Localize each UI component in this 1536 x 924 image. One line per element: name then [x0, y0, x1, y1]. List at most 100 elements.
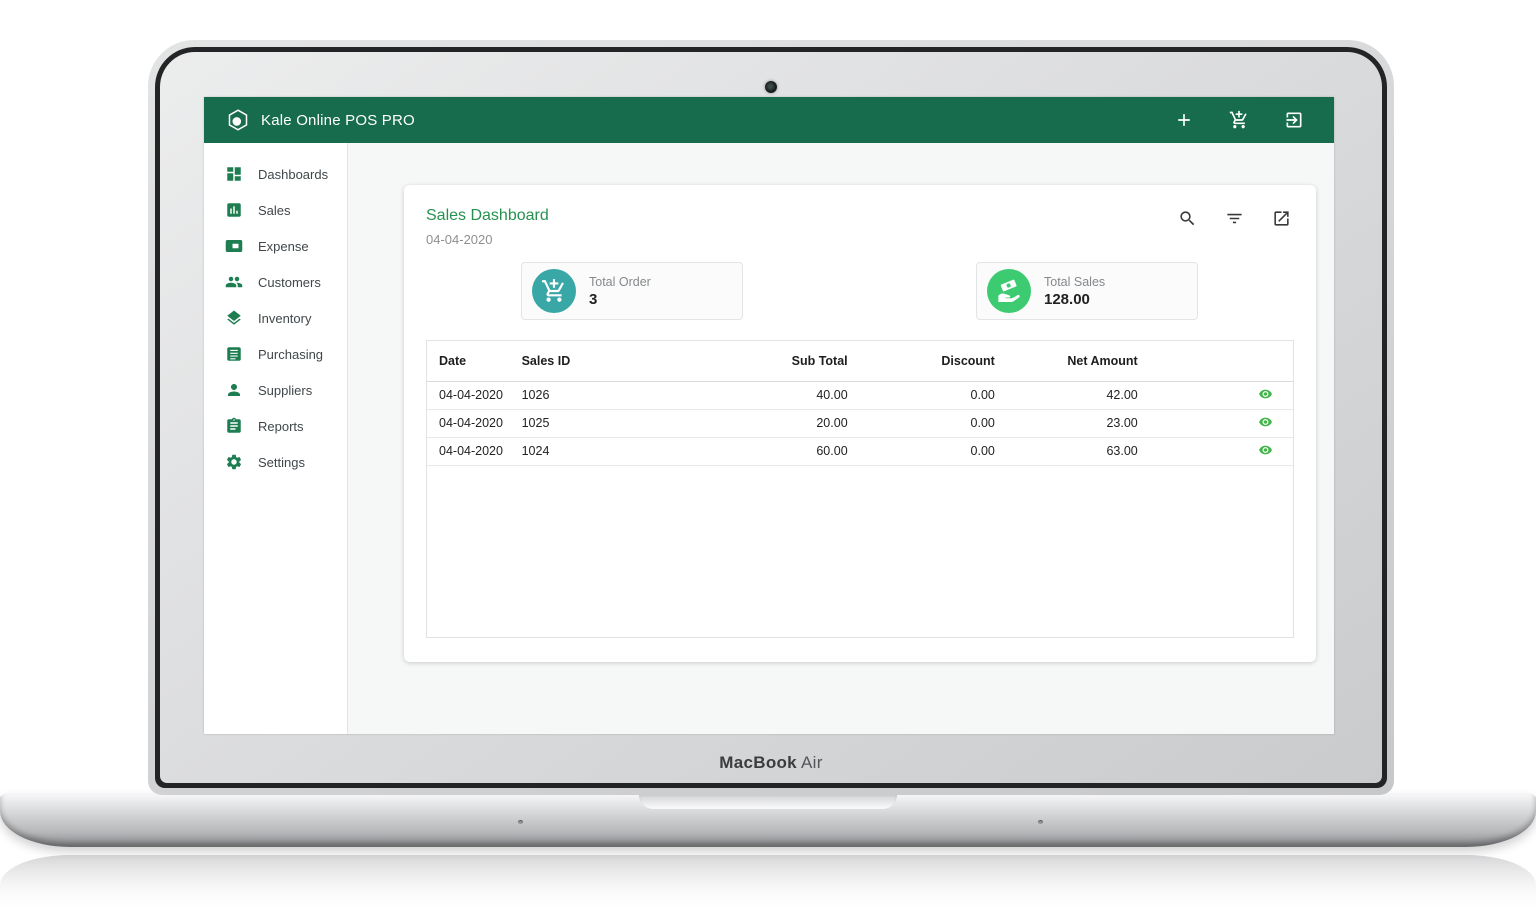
sidebar-item-label: Expense: [258, 238, 309, 254]
gear-icon: [226, 454, 242, 470]
card-title-block: Sales Dashboard 04-04-2020: [426, 207, 549, 247]
stat-label: Total Sales: [1044, 274, 1106, 289]
cell-discount: 0.00: [855, 409, 1003, 438]
page-title: Sales Dashboard: [426, 207, 549, 224]
app-title: Kale Online POS PRO: [261, 111, 415, 129]
cell-discount: 0.00: [855, 381, 1003, 410]
sidebar-item-expense[interactable]: Expense: [204, 228, 347, 264]
plus-icon[interactable]: [1166, 105, 1202, 135]
cell-actions: [1145, 409, 1293, 438]
stat-label: Total Order: [589, 274, 651, 289]
clipboard-icon: [227, 417, 241, 433]
card-actions: [1178, 207, 1294, 231]
cell-date: 04-04-2020: [427, 381, 514, 410]
laptop-lid: MacBook Air Kale Online POS PRO: [148, 40, 1394, 795]
table-header-row: Date Sales ID Sub Total Discount Net Amo…: [427, 341, 1293, 382]
sidebar-item-label: Inventory: [258, 310, 312, 326]
sidebar-item-label: Customers: [258, 274, 321, 290]
sidebar-item-label: Suppliers: [258, 382, 313, 398]
device-label: MacBook Air: [160, 753, 1382, 773]
stat-value: 3: [589, 290, 598, 308]
cell-sales-id: 1026: [513, 381, 722, 410]
app-screen: Kale Online POS PRO: [204, 97, 1334, 734]
list-icon: [227, 347, 241, 361]
sidebar-item-label: Dashboards: [258, 166, 329, 182]
sidebar-item-purchasing[interactable]: Purchasing: [204, 336, 347, 372]
add-cart-icon[interactable]: [1221, 105, 1257, 135]
app-body: Dashboards Sales Expense: [204, 143, 1334, 734]
sidebar-item-label: Settings: [258, 454, 305, 470]
device-label-light: Air: [801, 753, 823, 772]
cell-sales-id: 1024: [513, 437, 722, 466]
col-header-date: Date: [427, 341, 514, 382]
hand-money-icon: [987, 269, 1031, 313]
exit-icon[interactable]: [1276, 105, 1312, 135]
laptop-reflection: [0, 855, 1536, 917]
cell-sub-total: 40.00: [721, 381, 856, 410]
laptop-bezel: MacBook Air Kale Online POS PRO: [160, 52, 1382, 783]
view-eye-icon[interactable]: [1257, 415, 1275, 429]
stat-value: 128.00: [1044, 290, 1090, 308]
hexagon-logo-icon: [228, 109, 248, 131]
layers-icon: [227, 310, 241, 325]
header-actions: [1166, 105, 1312, 135]
sidebar-item-customers[interactable]: Customers: [204, 264, 347, 300]
sidebar-item-reports[interactable]: Reports: [204, 408, 347, 444]
dashboard-icon: [227, 167, 241, 181]
sidebar-item-dashboards[interactable]: Dashboards: [204, 156, 347, 192]
cell-actions: [1145, 437, 1293, 466]
bar-chart-icon: [227, 203, 241, 217]
cell-net-amount: 63.00: [1002, 437, 1146, 466]
sales-dashboard-card: Sales Dashboard 04-04-2020: [404, 185, 1316, 662]
person-icon: [228, 384, 240, 396]
sales-table-container: Date Sales ID Sub Total Discount Net Amo…: [426, 340, 1294, 638]
base-screw: [1038, 820, 1043, 824]
sidebar: Dashboards Sales Expense: [204, 143, 348, 734]
laptop-base: [0, 793, 1536, 847]
search-icon[interactable]: [1178, 209, 1200, 231]
table-row: 04-04-2020 1025 20.00 0.00 23.00: [427, 409, 1293, 438]
cell-discount: 0.00: [855, 437, 1003, 466]
col-header-actions: [1145, 341, 1293, 382]
stat-total-order: Total Order 3: [521, 262, 743, 320]
card-header: Sales Dashboard 04-04-2020: [426, 207, 1294, 247]
col-header-net-amount: Net Amount: [1002, 341, 1146, 382]
cart-plus-icon: [532, 269, 576, 313]
col-header-discount: Discount: [855, 341, 1003, 382]
sidebar-item-sales[interactable]: Sales: [204, 192, 347, 228]
table-row: 04-04-2020 1024 60.00 0.00 63.00: [427, 437, 1293, 466]
cell-net-amount: 42.00: [1002, 381, 1146, 410]
cell-sub-total: 20.00: [721, 409, 856, 438]
expense-card-icon: [225, 240, 243, 252]
sidebar-item-label: Sales: [258, 202, 291, 218]
open-in-new-icon[interactable]: [1272, 209, 1294, 231]
base-screw: [518, 820, 523, 824]
sidebar-item-label: Reports: [258, 418, 304, 434]
cell-sub-total: 60.00: [721, 437, 856, 466]
col-header-sub-total: Sub Total: [721, 341, 856, 382]
sales-table: Date Sales ID Sub Total Discount Net Amo…: [427, 341, 1293, 466]
webcam-icon: [765, 81, 777, 93]
main-content: Sales Dashboard 04-04-2020: [348, 143, 1334, 734]
stat-text: Total Order 3: [589, 275, 651, 308]
sidebar-item-label: Purchasing: [258, 346, 324, 362]
stat-text: Total Sales 128.00: [1044, 275, 1105, 308]
col-header-sales-id: Sales ID: [513, 341, 722, 382]
cell-date: 04-04-2020: [427, 409, 514, 438]
sidebar-item-inventory[interactable]: Inventory: [204, 300, 347, 336]
view-eye-icon[interactable]: [1257, 387, 1275, 401]
laptop-lid-rim: MacBook Air Kale Online POS PRO: [155, 47, 1387, 788]
view-eye-icon[interactable]: [1257, 443, 1275, 457]
laptop-hinge-notch: [639, 793, 897, 809]
table-row: 04-04-2020 1026 40.00 0.00 42.00: [427, 381, 1293, 410]
filter-icon[interactable]: [1225, 209, 1247, 231]
app-header: Kale Online POS PRO: [204, 97, 1334, 143]
device-label-bold: MacBook: [719, 753, 797, 772]
sidebar-item-suppliers[interactable]: Suppliers: [204, 372, 347, 408]
stats-row: Total Order 3: [426, 262, 1294, 320]
sidebar-item-settings[interactable]: Settings: [204, 444, 347, 480]
cell-sales-id: 1025: [513, 409, 722, 438]
cell-net-amount: 23.00: [1002, 409, 1146, 438]
cell-actions: [1145, 381, 1293, 410]
